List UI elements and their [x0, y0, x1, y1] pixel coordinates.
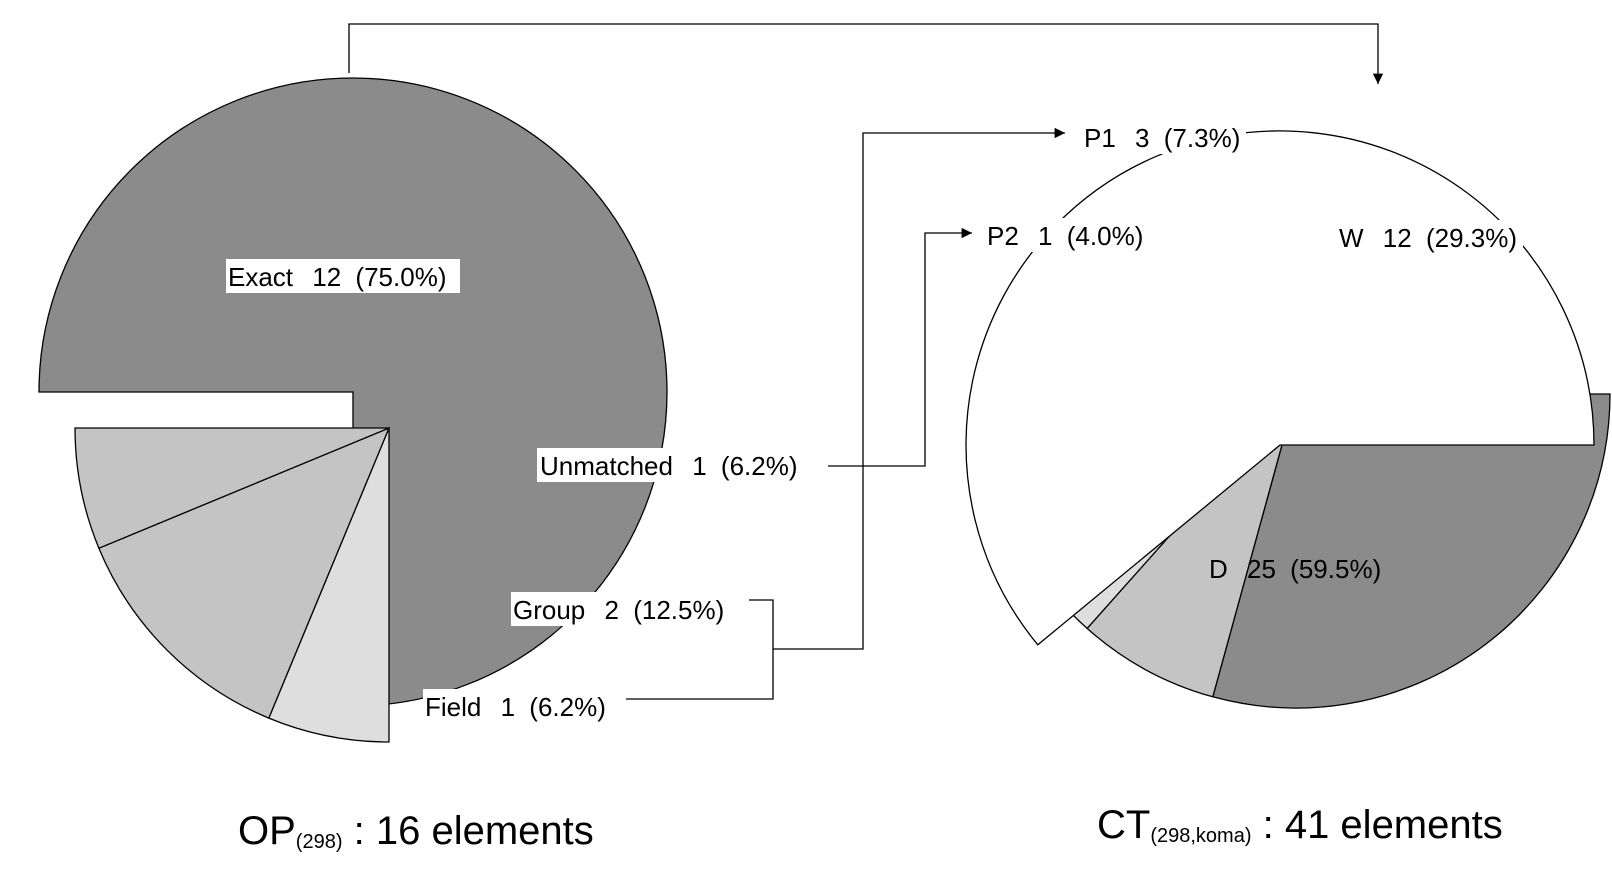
label-group-pct: 12.5%	[642, 595, 716, 625]
label-p1-name: P1	[1084, 123, 1116, 153]
label-w-pct-open: (	[1426, 223, 1435, 253]
label-exact-pct: 75.0%	[364, 262, 438, 292]
label-field: Field 1 (6.2%)	[425, 692, 606, 722]
label-unmatched-pct-close: )	[789, 451, 798, 481]
label-w-value: 12	[1383, 223, 1412, 253]
label-exact-name: Exact	[228, 262, 294, 292]
label-unmatched-pct-open: (	[721, 451, 730, 481]
label-field-pct-open: (	[529, 692, 538, 722]
connector-unmatched-to-p2	[828, 233, 972, 466]
caption-ct-sub: (298,koma)	[1150, 825, 1251, 847]
label-p2-name: P2	[987, 221, 1019, 251]
label-w: W 12 (29.3%)	[1339, 223, 1517, 253]
label-w-pct-close: )	[1508, 223, 1517, 253]
connector-exact-to-w	[349, 24, 1378, 84]
label-group-name: Group	[513, 595, 585, 625]
label-p1-pct-close: )	[1232, 123, 1241, 153]
label-d-pct-open: (	[1290, 554, 1299, 584]
label-group-pct-close: )	[716, 595, 725, 625]
op-pie	[39, 78, 667, 742]
caption-op-sub: (298)	[296, 831, 343, 853]
label-d-name: D	[1209, 554, 1228, 584]
label-d: D 25 (59.5%)	[1209, 554, 1381, 584]
label-field-pct: 6.2%	[538, 692, 597, 722]
label-exact-value: 12	[312, 262, 341, 292]
label-field-pct-close: )	[597, 692, 606, 722]
caption-op-main: OP	[238, 809, 296, 853]
label-unmatched-name: Unmatched	[540, 451, 673, 481]
label-group: Group 2 (12.5%)	[513, 595, 724, 625]
label-exact-pct-close: )	[438, 262, 447, 292]
label-p2-pct-open: (	[1067, 221, 1076, 251]
label-w-pct: 29.3%	[1435, 223, 1509, 253]
label-w-name: W	[1339, 223, 1364, 253]
label-group-value: 2	[605, 595, 619, 625]
caption-op-rest: : 16 elements	[343, 809, 594, 853]
label-unmatched: Unmatched 1 (6.2%)	[540, 451, 798, 481]
label-p1-value: 3	[1135, 123, 1149, 153]
caption-ct-main: CT	[1097, 803, 1150, 847]
label-exact: Exact 12 (75.0%)	[228, 262, 447, 292]
ct-pie	[966, 131, 1610, 708]
caption-ct: CT(298,koma) : 41 elements	[1097, 803, 1503, 847]
label-exact-pct-open: (	[355, 262, 364, 292]
label-unmatched-pct: 6.2%	[730, 451, 789, 481]
label-field-value: 1	[501, 692, 515, 722]
label-p2-pct-close: )	[1135, 221, 1144, 251]
label-p1-pct-open: (	[1164, 123, 1173, 153]
label-p2-pct: 4.0%	[1075, 221, 1134, 251]
label-d-pct-close: )	[1373, 554, 1382, 584]
label-unmatched-value: 1	[692, 451, 706, 481]
caption-op: OP(298) : 16 elements	[238, 809, 594, 853]
label-p1-pct: 7.3%	[1172, 123, 1231, 153]
label-d-pct: 59.5%	[1299, 554, 1373, 584]
label-field-name: Field	[425, 692, 481, 722]
label-p2-value: 1	[1038, 221, 1052, 251]
label-group-pct-open: (	[633, 595, 642, 625]
label-d-value: 25	[1247, 554, 1276, 584]
caption-ct-rest: : 41 elements	[1251, 803, 1502, 847]
